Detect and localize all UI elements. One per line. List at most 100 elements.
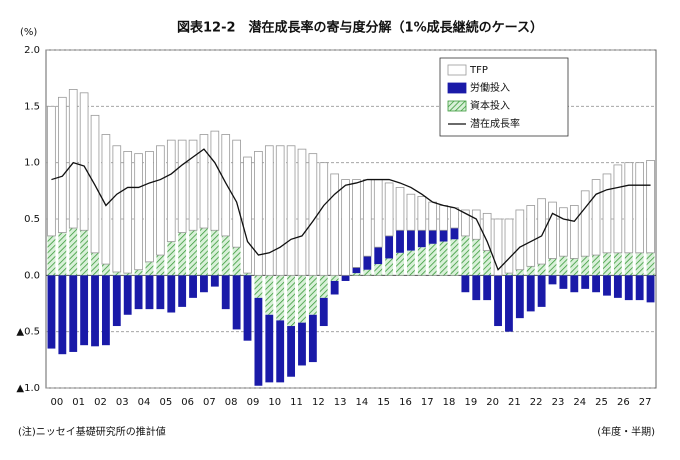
y-tick-label: 1.0 bbox=[24, 158, 40, 169]
bar bbox=[330, 275, 339, 281]
bar bbox=[287, 275, 296, 327]
bar bbox=[112, 145, 122, 273]
bar bbox=[189, 275, 197, 298]
bar bbox=[635, 252, 644, 276]
bar bbox=[156, 145, 165, 256]
x-tick-label: 22 bbox=[530, 397, 543, 408]
bar bbox=[287, 326, 296, 377]
bar bbox=[505, 275, 513, 332]
bar bbox=[232, 247, 241, 276]
bar bbox=[298, 322, 306, 366]
bar bbox=[461, 275, 470, 293]
x-tick-label: 18 bbox=[443, 397, 456, 408]
x-tick-label: 03 bbox=[116, 397, 129, 408]
bar bbox=[363, 256, 372, 270]
bar bbox=[581, 256, 590, 276]
legend-label: 資本投入 bbox=[470, 99, 510, 112]
bar bbox=[166, 139, 176, 242]
bar bbox=[243, 275, 252, 341]
bar bbox=[471, 209, 481, 240]
bar bbox=[319, 275, 328, 298]
bar bbox=[123, 275, 132, 315]
bar bbox=[200, 228, 208, 276]
bar bbox=[396, 252, 404, 276]
bar bbox=[385, 235, 394, 259]
bar bbox=[221, 235, 230, 276]
bar bbox=[69, 228, 78, 276]
bar bbox=[297, 148, 307, 276]
bar bbox=[210, 275, 219, 287]
x-tick-label: 08 bbox=[225, 397, 238, 408]
bar bbox=[385, 258, 394, 276]
bar bbox=[308, 275, 317, 315]
bar bbox=[537, 198, 546, 265]
bar bbox=[591, 179, 601, 256]
x-tick-label: 27 bbox=[639, 397, 652, 408]
bar bbox=[265, 314, 274, 383]
bar bbox=[47, 275, 56, 349]
x-tick-label: 05 bbox=[159, 397, 172, 408]
x-tick-label: 06 bbox=[181, 397, 194, 408]
legend-swatch bbox=[447, 64, 467, 76]
bar bbox=[428, 201, 438, 231]
x-tick-label: 04 bbox=[138, 397, 151, 408]
x-tick-label: 26 bbox=[617, 397, 630, 408]
bar bbox=[374, 264, 383, 276]
x-tick-label: 15 bbox=[377, 397, 390, 408]
bar bbox=[515, 275, 524, 319]
bar bbox=[330, 280, 339, 295]
bar bbox=[461, 209, 470, 237]
bar bbox=[80, 230, 89, 276]
bar bbox=[254, 297, 263, 386]
bar bbox=[570, 275, 579, 293]
bar bbox=[603, 275, 611, 296]
bar bbox=[646, 252, 655, 276]
bar bbox=[635, 162, 644, 254]
bar bbox=[134, 275, 143, 310]
bar bbox=[592, 255, 601, 276]
bar bbox=[145, 275, 154, 310]
bar bbox=[526, 266, 535, 276]
bar bbox=[47, 235, 56, 276]
x-tick-label: 09 bbox=[247, 397, 260, 408]
bar bbox=[276, 275, 285, 321]
bar bbox=[221, 134, 231, 237]
bar bbox=[580, 190, 590, 257]
bar bbox=[417, 247, 426, 276]
bar bbox=[570, 258, 579, 276]
x-tick-label: 01 bbox=[72, 397, 85, 408]
bar bbox=[145, 150, 154, 263]
bar bbox=[145, 261, 154, 276]
legend-label: TFP bbox=[469, 65, 488, 76]
bar bbox=[493, 218, 503, 276]
x-tick-label: 25 bbox=[595, 397, 608, 408]
bar bbox=[156, 255, 165, 276]
bar bbox=[200, 275, 208, 293]
line bbox=[51, 148, 651, 271]
legend-label: 労働投入 bbox=[470, 81, 510, 94]
bar bbox=[646, 275, 655, 303]
bar bbox=[635, 275, 644, 301]
bar bbox=[80, 275, 89, 346]
bar bbox=[526, 275, 535, 312]
bar bbox=[330, 173, 339, 276]
bar bbox=[417, 230, 426, 248]
bar bbox=[91, 252, 99, 276]
bar bbox=[461, 235, 470, 276]
bar bbox=[548, 201, 557, 259]
bar bbox=[167, 275, 176, 313]
bar bbox=[58, 275, 67, 355]
bar bbox=[91, 275, 99, 347]
bar bbox=[450, 239, 459, 276]
bar bbox=[112, 275, 121, 327]
bar bbox=[483, 275, 492, 301]
y-tick-label: ▲0.5 bbox=[16, 327, 40, 338]
bar bbox=[210, 230, 219, 276]
bar bbox=[505, 273, 513, 276]
bar bbox=[482, 212, 492, 251]
bar bbox=[613, 275, 622, 298]
bar bbox=[101, 275, 110, 346]
bar bbox=[254, 275, 263, 298]
bar bbox=[581, 275, 590, 289]
